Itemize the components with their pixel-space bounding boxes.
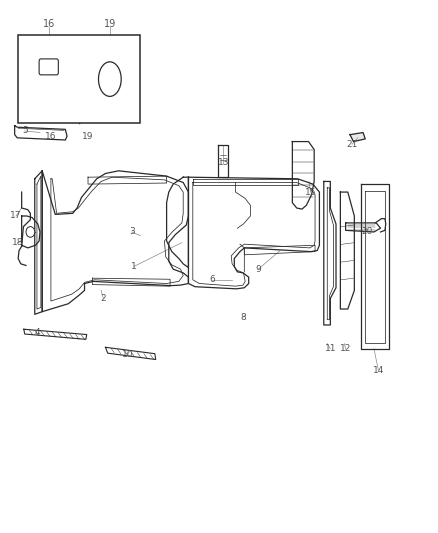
Text: 1: 1 — [131, 262, 137, 271]
Text: 6: 6 — [209, 275, 215, 284]
Text: 19: 19 — [104, 19, 116, 29]
Text: 3: 3 — [129, 228, 134, 237]
Text: 2: 2 — [100, 294, 106, 303]
Text: 17: 17 — [10, 212, 22, 221]
Text: 19: 19 — [82, 132, 94, 141]
Circle shape — [26, 227, 35, 237]
Text: 13: 13 — [218, 158, 229, 167]
Text: 14: 14 — [373, 366, 384, 375]
Text: 16: 16 — [42, 19, 55, 29]
Text: 15: 15 — [305, 188, 316, 197]
Bar — [18, 35, 141, 123]
Text: 8: 8 — [240, 312, 246, 321]
Text: 10: 10 — [122, 350, 133, 359]
Text: 18: 18 — [12, 238, 24, 247]
Text: 12: 12 — [340, 344, 351, 353]
Text: 7: 7 — [105, 110, 110, 119]
FancyBboxPatch shape — [39, 59, 58, 75]
Polygon shape — [350, 133, 365, 142]
Text: 21: 21 — [346, 140, 358, 149]
Text: 11: 11 — [325, 344, 336, 353]
Text: 20: 20 — [362, 228, 373, 237]
Ellipse shape — [99, 62, 121, 96]
Text: 9: 9 — [255, 265, 261, 273]
Text: 5: 5 — [22, 126, 28, 135]
Text: 16: 16 — [45, 132, 57, 141]
Text: 4: 4 — [35, 328, 41, 337]
